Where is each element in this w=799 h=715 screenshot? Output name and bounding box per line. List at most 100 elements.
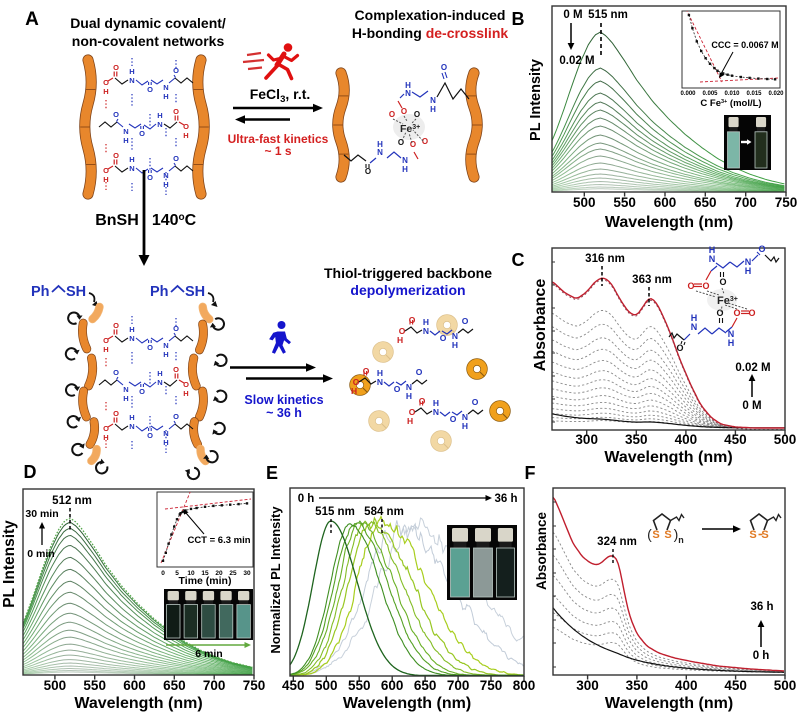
svg-text:O: O	[414, 110, 420, 119]
svg-text:36 h: 36 h	[750, 601, 773, 613]
svg-text:N: N	[129, 334, 134, 343]
svg-text:depolymerization: depolymerization	[350, 282, 465, 298]
svg-text:H: H	[183, 131, 188, 140]
svg-text:H: H	[103, 175, 108, 184]
svg-text:N: N	[462, 412, 468, 422]
svg-text:400: 400	[675, 432, 698, 447]
svg-text:700: 700	[734, 195, 757, 210]
svg-text:140oC: 140oC	[152, 212, 197, 230]
svg-text:Slow kinetics: Slow kinetics	[244, 393, 323, 407]
svg-text:5: 5	[175, 570, 179, 577]
svg-text:N: N	[123, 385, 128, 394]
svg-text:350: 350	[626, 678, 649, 693]
svg-text:N: N	[377, 148, 383, 157]
svg-text:515 nm: 515 nm	[315, 506, 355, 518]
svg-text:O: O	[147, 173, 153, 182]
svg-text:(: (	[647, 526, 652, 542]
svg-text:H: H	[103, 433, 108, 442]
svg-text:O: O	[103, 166, 109, 175]
svg-text:PL Intensity: PL Intensity	[528, 59, 544, 141]
svg-text:400: 400	[675, 678, 698, 693]
svg-text:N: N	[402, 156, 408, 165]
svg-text:O: O	[353, 377, 360, 387]
svg-text:N: N	[423, 326, 429, 336]
svg-text:CCT = 6.3 min: CCT = 6.3 min	[187, 535, 250, 546]
svg-text:O: O	[147, 85, 153, 94]
svg-text:O: O	[173, 66, 179, 75]
svg-text:N: N	[433, 407, 439, 417]
svg-text:H: H	[377, 368, 383, 378]
svg-text:O: O	[183, 380, 189, 389]
svg-text:H: H	[397, 335, 403, 345]
svg-text:N: N	[129, 422, 134, 431]
svg-text:Ph: Ph	[150, 284, 169, 300]
svg-text:O: O	[183, 122, 189, 131]
svg-text:450: 450	[724, 678, 747, 693]
svg-text:H: H	[423, 317, 429, 327]
svg-text:~ 36 h: ~ 36 h	[266, 406, 302, 420]
svg-text:H: H	[462, 421, 468, 431]
svg-text:O: O	[113, 63, 119, 72]
svg-text:O: O	[103, 78, 109, 87]
svg-text:O: O	[676, 343, 683, 353]
svg-text:O: O	[113, 409, 119, 418]
svg-text:450: 450	[724, 432, 747, 447]
svg-text:Time (min): Time (min)	[179, 575, 232, 587]
svg-text:H: H	[163, 180, 168, 189]
svg-text:H: H	[157, 369, 162, 378]
svg-text:N: N	[157, 378, 162, 387]
svg-text:F: F	[525, 463, 536, 483]
svg-text:O: O	[687, 281, 694, 291]
svg-text:O: O	[147, 431, 153, 440]
svg-text:O: O	[416, 367, 423, 377]
svg-text:O: O	[113, 368, 119, 377]
svg-text:n: n	[678, 535, 684, 545]
svg-text:B: B	[512, 9, 525, 29]
svg-text:H: H	[129, 413, 134, 422]
svg-text:700: 700	[203, 678, 226, 693]
svg-text:H: H	[129, 67, 134, 76]
svg-text:S: S	[664, 529, 671, 541]
svg-text:N: N	[157, 120, 162, 129]
svg-text:324 nm: 324 nm	[597, 536, 637, 548]
svg-text:H: H	[377, 140, 383, 149]
svg-text:O: O	[173, 412, 179, 421]
svg-text:Dual dynamic covalent/: Dual dynamic covalent/	[70, 15, 226, 31]
svg-text:D: D	[24, 462, 37, 482]
svg-text:FeCl3, r.t.: FeCl3, r.t.	[250, 86, 311, 105]
svg-text:Normalized PL Intensity: Normalized PL Intensity	[268, 506, 283, 654]
svg-text:650: 650	[694, 195, 717, 210]
svg-text:Thiol-triggered backbone: Thiol-triggered backbone	[324, 265, 492, 281]
svg-text:H: H	[405, 81, 411, 90]
svg-text:450: 450	[282, 678, 305, 693]
svg-text:Wavelength (nm): Wavelength (nm)	[343, 695, 471, 712]
svg-text:H: H	[709, 245, 716, 255]
svg-text:30 min: 30 min	[25, 508, 58, 520]
svg-text:300: 300	[575, 432, 598, 447]
svg-text:O: O	[450, 414, 457, 424]
svg-text:0.010: 0.010	[724, 91, 740, 97]
svg-text:O: O	[173, 154, 179, 163]
svg-text:O: O	[441, 63, 447, 72]
svg-text:500: 500	[315, 678, 338, 693]
svg-text:O: O	[139, 387, 145, 396]
svg-text:800: 800	[513, 678, 536, 693]
svg-text:PL Intensity: PL Intensity	[1, 520, 18, 608]
svg-text:O: O	[462, 316, 469, 326]
svg-text:H: H	[123, 394, 128, 403]
svg-text:H: H	[123, 136, 128, 145]
svg-text:H: H	[129, 155, 134, 164]
svg-text:H: H	[157, 111, 162, 120]
svg-text:N: N	[129, 76, 134, 85]
svg-text:O: O	[748, 308, 755, 318]
svg-text:500: 500	[774, 432, 797, 447]
svg-text:Ultra-fast kinetics: Ultra-fast kinetics	[228, 132, 329, 146]
svg-text:N: N	[745, 257, 752, 267]
svg-text:O: O	[389, 110, 395, 119]
svg-text:O: O	[702, 281, 709, 291]
svg-text:O: O	[401, 107, 407, 116]
svg-text:C Fe3+ (mol/L): C Fe3+ (mol/L)	[700, 98, 761, 109]
svg-text:0.020: 0.020	[768, 91, 784, 97]
svg-text:N: N	[377, 377, 383, 387]
svg-text:N: N	[163, 341, 168, 350]
